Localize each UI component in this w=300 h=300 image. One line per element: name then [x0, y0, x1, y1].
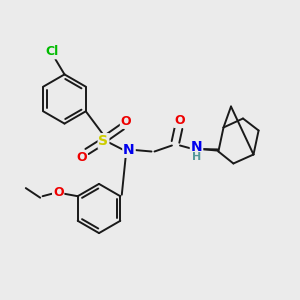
- Text: N: N: [123, 143, 135, 157]
- Text: O: O: [53, 186, 64, 199]
- Text: O: O: [76, 151, 87, 164]
- Text: H: H: [193, 152, 202, 162]
- Text: S: S: [98, 134, 109, 148]
- Text: O: O: [121, 115, 131, 128]
- Text: N: N: [191, 140, 202, 154]
- Text: O: O: [174, 114, 185, 127]
- Text: Cl: Cl: [46, 45, 59, 58]
